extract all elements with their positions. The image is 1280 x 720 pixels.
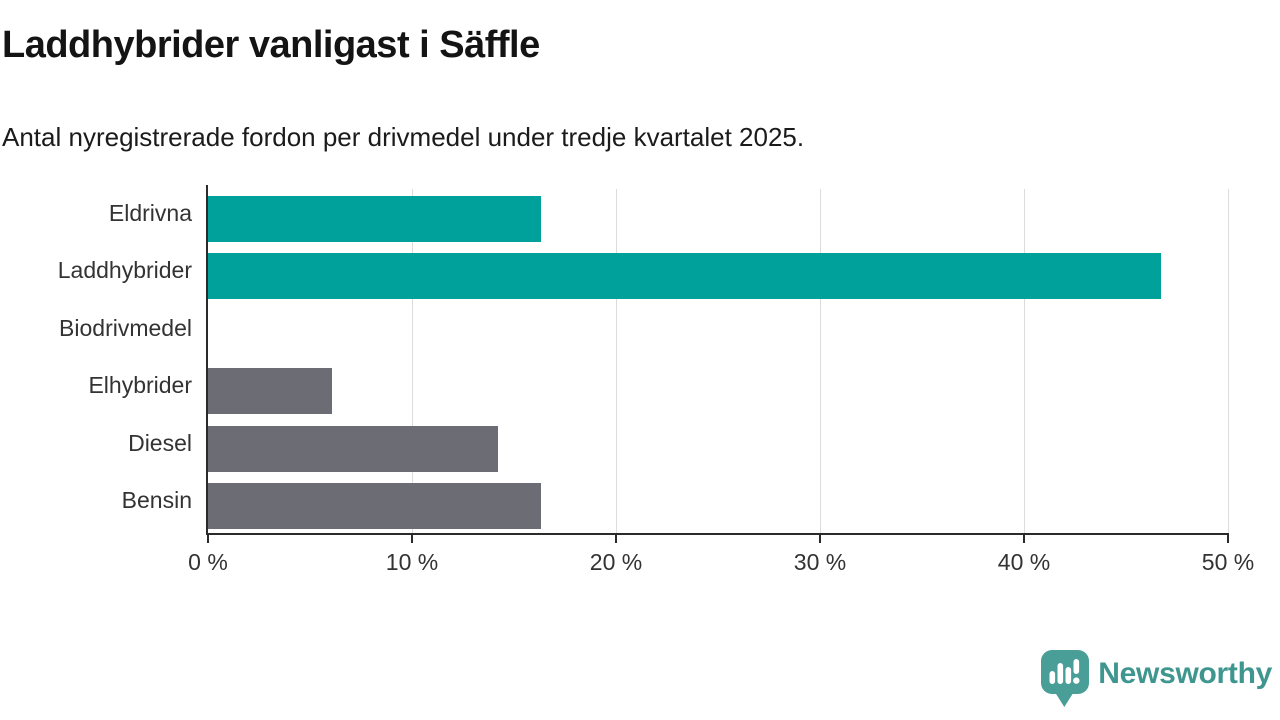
category-label-diesel: Diesel [128, 429, 192, 456]
x-axis-tick-label-0: 0 % [188, 549, 228, 575]
bar-diesel [208, 425, 498, 472]
y-axis-line [206, 185, 208, 533]
chart-subtitle: Antal nyregistrerade fordon per drivmede… [2, 122, 805, 152]
x-axis-tick-label-30: 30 % [793, 549, 847, 575]
newsworthy-logo: Newsworthy [1041, 650, 1272, 707]
x-axis-tick-10 [411, 533, 413, 543]
x-axis-tick-50 [1227, 533, 1229, 543]
gridline-10 [412, 189, 413, 533]
newsworthy-chart-bubble-icon [1041, 650, 1090, 707]
x-axis-tick-label-20: 20 % [589, 549, 643, 575]
category-axis-labels: Eldrivna Laddhybrider Biodrivmedel Elhybrid… [0, 185, 192, 533]
x-axis-tick-40 [1023, 533, 1025, 543]
category-label-biodrivmedel: Biodrivmedel [59, 314, 192, 341]
x-axis-tick-label-50: 50 % [1201, 549, 1255, 575]
gridline-30 [820, 189, 821, 533]
category-label-bensin: Bensin [121, 487, 192, 513]
gridline-50 [1228, 189, 1229, 533]
x-axis-tick-30 [819, 533, 821, 543]
bar-elhybrider [208, 368, 333, 415]
x-axis-tick-20 [615, 533, 617, 543]
gridline-20 [616, 189, 617, 533]
gridline-40 [1024, 189, 1025, 533]
bar-chart-plot-area: 0 % 10 % 20 % 30 % 40 % 50 % [188, 185, 1254, 575]
x-axis-tick-label-10: 10 % [385, 549, 439, 575]
category-label-elhybrider: Elhybrider [88, 372, 192, 399]
x-axis-tick-label-40: 40 % [997, 549, 1051, 575]
category-label-laddhybrider: Laddhybrider [57, 257, 192, 284]
bar-laddhybrider [208, 253, 1161, 300]
x-axis-line [206, 533, 1228, 535]
x-axis-tick-0 [207, 533, 209, 543]
chart-title: Laddhybrider vanligast i Säffle [2, 24, 540, 66]
category-label-eldrivna: Eldrivna [108, 200, 192, 226]
bar-eldrivna [208, 196, 541, 242]
newsworthy-wordmark: Newsworthy [1098, 656, 1272, 690]
bar-bensin [208, 483, 541, 529]
